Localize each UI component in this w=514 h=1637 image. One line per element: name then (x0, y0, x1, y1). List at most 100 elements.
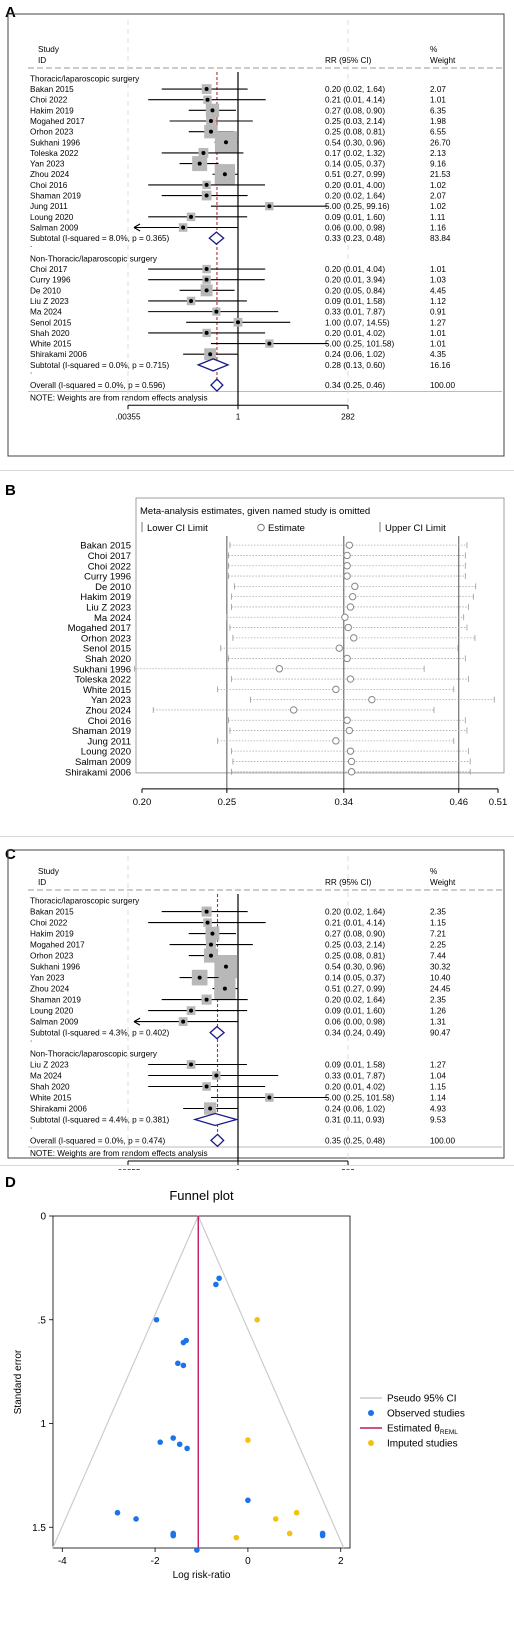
legend-estimate: Estimate (268, 523, 305, 534)
omitted-study-label: Mogahed 2017 (68, 623, 131, 634)
header-weight: Weight (430, 56, 456, 65)
header-pct: % (430, 867, 437, 876)
point-estimate (208, 352, 213, 357)
rr-value: 0.25 (0.03, 2.14) (325, 941, 385, 950)
omitted-study-label: Yan 2023 (91, 695, 131, 706)
x-tick-label: -4 (58, 1556, 67, 1567)
panel-letter-d: D (5, 1174, 16, 1191)
weight-value: 26.70 (430, 138, 451, 147)
x-tick-label: .00355 (115, 1168, 140, 1170)
point-estimate (208, 1106, 213, 1111)
observed-study-point (133, 1516, 139, 1522)
weight-value: 2.07 (430, 85, 446, 94)
study-label: Sukhani 1996 (30, 138, 81, 147)
omitted-study-label: Choi 2022 (88, 561, 131, 572)
panel-separator (0, 470, 514, 471)
study-label: Bakan 2015 (30, 85, 74, 94)
rr-value: 5.00 (0.25, 101.58) (325, 340, 394, 349)
overall-diamond (210, 378, 224, 393)
x-axis-label: Log risk-ratio (173, 1570, 231, 1581)
observed-study-point (319, 1532, 326, 1539)
weight-value: 1.12 (430, 297, 446, 306)
rr-value: 0.20 (0.02, 1.64) (325, 85, 385, 94)
point-estimate (235, 320, 240, 325)
point-estimate (189, 214, 194, 219)
omitted-study-label: Jung 2011 (87, 736, 131, 747)
omitted-study-label: Shirakami 2006 (65, 767, 131, 778)
rr-value: 0.09 (0.01, 1.60) (325, 213, 385, 222)
weight-value: 1.01 (430, 329, 446, 338)
sensitivity-estimate (332, 737, 340, 745)
sensitivity-estimate (343, 716, 351, 724)
point-estimate (181, 225, 186, 230)
sensitivity-estimate (343, 562, 351, 570)
legend-swatch (368, 1440, 374, 1446)
sensitivity-estimate (350, 634, 358, 642)
subtotal-label: Subtotal (I-squared = 8.0%, p = 0.365) (30, 234, 170, 243)
group-label: Thoracic/laparoscopic surgery (30, 897, 140, 906)
observed-study-point (184, 1445, 190, 1452)
study-label: Ma 2024 (30, 308, 62, 317)
legend-label: Pseudo 95% CI (387, 1394, 457, 1405)
plot-area (52, 1215, 351, 1549)
point-estimate (204, 288, 209, 293)
rr-value: 0.54 (0.30, 0.96) (325, 963, 385, 972)
rr-value: 5.00 (0.25, 99.16) (325, 202, 390, 211)
sensitivity-estimate (368, 695, 376, 704)
x-tick-label: 0.25 (218, 797, 237, 808)
study-label: Shirakami 2006 (30, 350, 87, 359)
rr-value: 0.54 (0.30, 0.96) (325, 138, 385, 147)
footnote: NOTE: Weights are from random effects an… (30, 393, 208, 402)
funnel-plot-d: Funnel plot -4 -2 0 2 0 .5 1 1.5 Log risk-ratio St… (13, 1188, 465, 1581)
rr-value: 0.33 (0.23, 0.48) (325, 234, 385, 243)
rr-value: 0.09 (0.01, 1.60) (325, 1007, 385, 1016)
point-estimate (181, 1019, 186, 1024)
rr-value: 0.20 (0.02, 1.64) (325, 996, 385, 1005)
rr-value: 0.20 (0.01, 4.02) (325, 329, 385, 338)
header-rr: RR (95% CI) (325, 878, 372, 887)
rr-value: 0.34 (0.24, 0.49) (325, 1029, 385, 1038)
point-estimate (267, 341, 272, 346)
weight-value: 1.15 (430, 919, 446, 928)
weight-value: 1.98 (430, 117, 446, 126)
weight-value: 1.26 (430, 1007, 446, 1016)
point-estimate (204, 87, 209, 92)
weight-value: 1.01 (430, 265, 446, 274)
overall-diamond (209, 1133, 225, 1148)
point-estimate (223, 140, 228, 145)
rr-value: 0.20 (0.01, 4.00) (325, 181, 385, 190)
weight-value: 100.00 (430, 381, 455, 390)
y-tick-label: 1 (40, 1419, 46, 1430)
study-label: Salman 2009 (30, 223, 79, 232)
study-label: Jung 2011 (30, 202, 68, 211)
observed-study-point (245, 1497, 251, 1504)
weight-value: 10.40 (430, 974, 451, 983)
omitted-study-label: Orhon 2023 (81, 633, 131, 644)
header-id: ID (38, 56, 46, 65)
sensitivity-estimate (345, 726, 354, 735)
weight-value: 1.31 (430, 1018, 446, 1027)
funnel-title: Funnel plot (169, 1188, 234, 1203)
weight-value: 2.35 (430, 908, 446, 917)
point-estimate (267, 1095, 272, 1100)
observed-study-point (213, 1281, 219, 1288)
study-label: Salman 2009 (30, 1018, 79, 1027)
x-tick-label: 282 (341, 1168, 355, 1170)
x-tick-label: 0.34 (335, 797, 354, 808)
omitted-study-label: Shah 2020 (85, 654, 131, 665)
point-estimate (197, 161, 202, 166)
weight-value: 9.16 (430, 160, 446, 169)
sensitivity-estimate (332, 685, 340, 694)
omitted-study-label: Toleska 2022 (75, 675, 131, 686)
rr-value: 0.06 (0.00, 0.98) (325, 1018, 385, 1027)
weight-value: 0.91 (430, 308, 446, 317)
study-label: De 2010 (30, 286, 61, 295)
omitted-study-label: Shaman 2019 (72, 726, 131, 737)
weight-value: 2.35 (430, 996, 446, 1005)
group-label: Non-Thoracic/laparoscopic surgery (30, 1050, 158, 1059)
study-label: Yan 2023 (30, 974, 65, 983)
point-estimate (204, 267, 209, 272)
rr-value: 0.14 (0.05, 0.37) (325, 160, 385, 169)
point-estimate (204, 193, 209, 198)
legend-label: Imputed studies (387, 1439, 458, 1450)
